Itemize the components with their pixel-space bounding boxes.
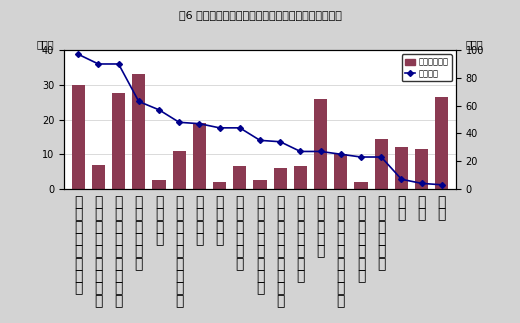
- Bar: [294, 166, 307, 189]
- Bar: [435, 97, 448, 189]
- Bar: [173, 151, 186, 189]
- Bar: [132, 74, 145, 189]
- Text: （日）: （日）: [466, 39, 484, 49]
- Bar: [233, 166, 246, 189]
- Bar: [253, 180, 267, 189]
- Text: 図6 「趣味・娯楽」の種類別行動者率・平均行動日数: 図6 「趣味・娯楽」の種類別行動者率・平均行動日数: [178, 10, 342, 20]
- Bar: [375, 139, 388, 189]
- Bar: [152, 180, 165, 189]
- Bar: [415, 149, 428, 189]
- Bar: [72, 85, 85, 189]
- Text: （％）: （％）: [36, 39, 54, 49]
- Bar: [213, 182, 226, 189]
- Bar: [274, 168, 287, 189]
- Bar: [395, 147, 408, 189]
- Legend: 平均行動日数, 行動者率: 平均行動日数, 行動者率: [402, 54, 452, 81]
- Bar: [355, 182, 368, 189]
- Bar: [92, 165, 105, 189]
- Bar: [334, 154, 347, 189]
- Bar: [193, 123, 206, 189]
- Bar: [314, 99, 327, 189]
- Bar: [112, 93, 125, 189]
